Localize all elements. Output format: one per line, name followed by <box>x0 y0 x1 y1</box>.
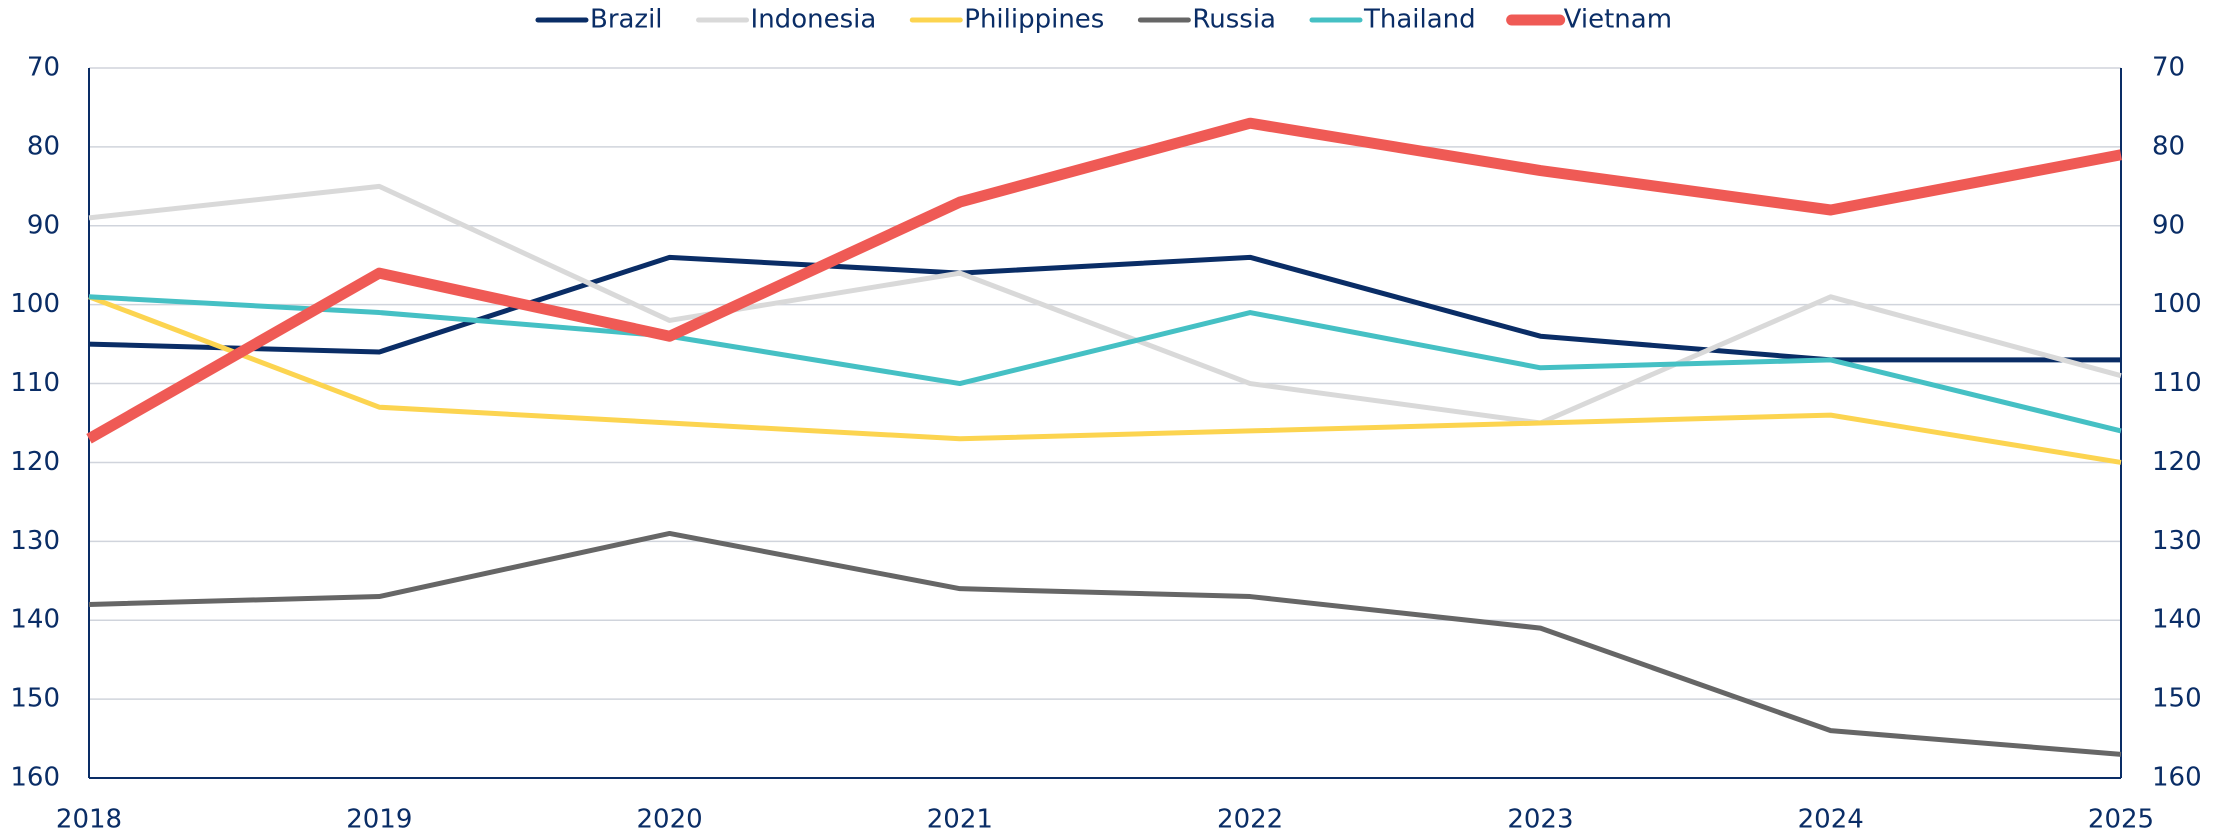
x-tick-label: 2022 <box>1217 805 1283 834</box>
y2-tick-label: 150 <box>2152 684 2202 714</box>
y2-tick-label: 110 <box>2152 368 2202 398</box>
y-tick-label: 110 <box>10 368 60 398</box>
x-tick-label: 2020 <box>636 805 702 834</box>
series-line <box>86 117 2123 444</box>
legend-label: Thailand <box>1363 5 1476 35</box>
y-tick-label: 160 <box>10 763 60 793</box>
series-line <box>88 183 2122 426</box>
x-tick-label: 2023 <box>1507 805 1573 834</box>
y2-tick-label: 120 <box>2152 447 2202 477</box>
series-line <box>88 294 2122 434</box>
legend-label: Vietnam <box>1564 5 1672 35</box>
x-tick-label: 2018 <box>56 805 122 834</box>
y-tick-label: 70 <box>27 53 60 83</box>
legend: Brazil Indonesia Philippines Russia Thailand… <box>535 5 1672 35</box>
y-tick-label: 90 <box>27 210 60 240</box>
series-line <box>88 254 2121 363</box>
y2-tick-label: 80 <box>2152 131 2185 161</box>
y2-tick-label: 130 <box>2152 526 2202 556</box>
x-tick-label: 2019 <box>346 805 412 834</box>
y2-tick-label: 160 <box>2152 763 2202 793</box>
y-tick-label: 140 <box>10 605 60 635</box>
y-tick-label: 120 <box>10 447 60 477</box>
y-tick-label: 100 <box>10 289 60 319</box>
legend-label: Russia <box>1192 5 1276 35</box>
legend-label: Brazil <box>590 5 663 35</box>
y2-tick-label: 140 <box>2152 605 2202 635</box>
x-tick-label: 2025 <box>2088 805 2154 834</box>
legend-label: Indonesia <box>751 5 877 35</box>
y-tick-label: 80 <box>27 131 60 161</box>
legend-label: Philippines <box>964 5 1104 35</box>
series-line <box>88 530 2122 757</box>
x-tick-label: 2024 <box>1798 805 1864 834</box>
y2-tick-label: 70 <box>2152 53 2185 83</box>
series-line <box>88 294 2122 465</box>
x-tick-label: 2021 <box>927 805 993 834</box>
y-tick-label: 130 <box>10 526 60 556</box>
y-tick-label: 150 <box>10 684 60 714</box>
y2-tick-label: 90 <box>2152 210 2185 240</box>
y2-tick-label: 100 <box>2152 289 2202 319</box>
